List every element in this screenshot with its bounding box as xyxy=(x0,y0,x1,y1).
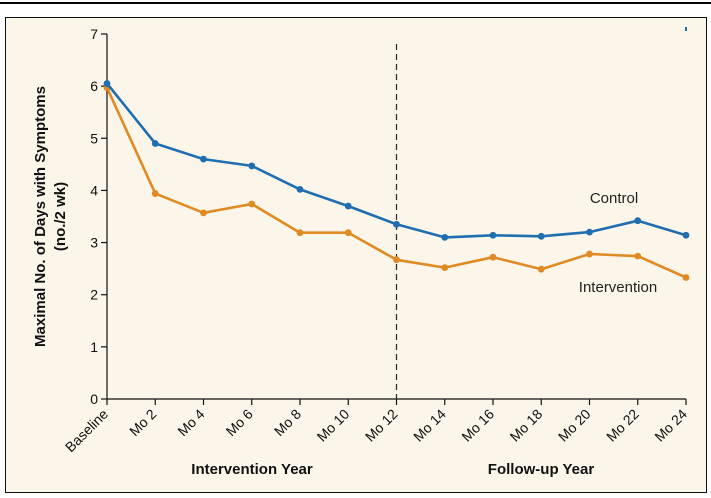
data-point-intervention xyxy=(586,250,593,258)
data-point-control xyxy=(537,232,545,240)
data-point-control xyxy=(634,217,642,225)
y-tick-label: 0 xyxy=(90,391,98,407)
x-tick-label: Mo 24 xyxy=(651,406,690,445)
x-tick-label: Mo 2 xyxy=(126,406,159,439)
series-label-control: Control xyxy=(590,190,638,207)
data-point-intervention xyxy=(537,265,545,273)
data-point-intervention xyxy=(634,252,642,260)
x-tick-label: Mo 6 xyxy=(223,406,256,439)
y-axis-title-line1: Maximal No. of Days with Symptoms xyxy=(32,86,49,347)
period-label-intervention-year: Intervention Year xyxy=(191,461,313,478)
x-axis: Baseline Mo 2 Mo 4 Mo 6 Mo 8 Mo 10 Mo 12 Mo 14 M… xyxy=(62,398,690,455)
y-tick-label: 6 xyxy=(90,78,98,94)
y-tick-label: 2 xyxy=(90,287,98,303)
x-tick-label: Mo 20 xyxy=(555,406,594,445)
y-tick-label: 5 xyxy=(90,130,98,146)
data-point-control xyxy=(248,162,256,170)
data-point-intervention xyxy=(344,229,352,237)
x-tick-label: Mo 10 xyxy=(314,406,353,445)
y-tick-label: 1 xyxy=(90,339,98,355)
top-rule xyxy=(0,2,711,4)
data-point-intervention xyxy=(682,274,690,281)
x-tick-label: Mo 16 xyxy=(458,406,497,445)
data-point-control xyxy=(200,155,207,163)
data-point-control xyxy=(344,202,352,210)
data-point-intervention xyxy=(200,209,207,217)
series-layer xyxy=(103,80,690,281)
data-point-intervention xyxy=(151,190,159,197)
y-axis: 0 1 2 3 4 5 6 7 xyxy=(90,26,108,407)
period-label-follow-up-year: Follow-up Year xyxy=(488,461,595,478)
data-point-control xyxy=(393,220,400,228)
x-tick-label: Baseline xyxy=(62,406,111,455)
x-tick-label: Mo 22 xyxy=(603,406,642,445)
corner-mark xyxy=(685,27,687,31)
x-tick-label: Mo 4 xyxy=(174,406,207,439)
x-tick-label: Mo 18 xyxy=(507,406,546,445)
x-tick-label: Mo 8 xyxy=(271,406,304,439)
data-point-intervention xyxy=(296,229,304,237)
y-tick-label: 7 xyxy=(90,26,98,42)
data-point-intervention xyxy=(489,253,497,261)
data-point-intervention xyxy=(248,200,256,208)
x-tick-label: Mo 14 xyxy=(410,406,449,445)
data-point-control xyxy=(682,231,690,239)
y-axis-title-line2: (no./2 wk) xyxy=(52,182,69,251)
data-point-control xyxy=(441,233,449,241)
x-tick-label: Mo 12 xyxy=(362,406,401,445)
data-point-control xyxy=(151,140,159,147)
data-point-control xyxy=(103,80,111,87)
data-point-control xyxy=(296,185,304,193)
y-tick-label: 3 xyxy=(90,235,98,251)
data-point-intervention xyxy=(393,256,400,264)
data-point-intervention xyxy=(441,264,449,271)
data-point-control xyxy=(586,228,593,236)
series-label-intervention: Intervention xyxy=(579,279,657,296)
data-point-control xyxy=(489,231,497,239)
y-tick-label: 4 xyxy=(90,182,98,198)
